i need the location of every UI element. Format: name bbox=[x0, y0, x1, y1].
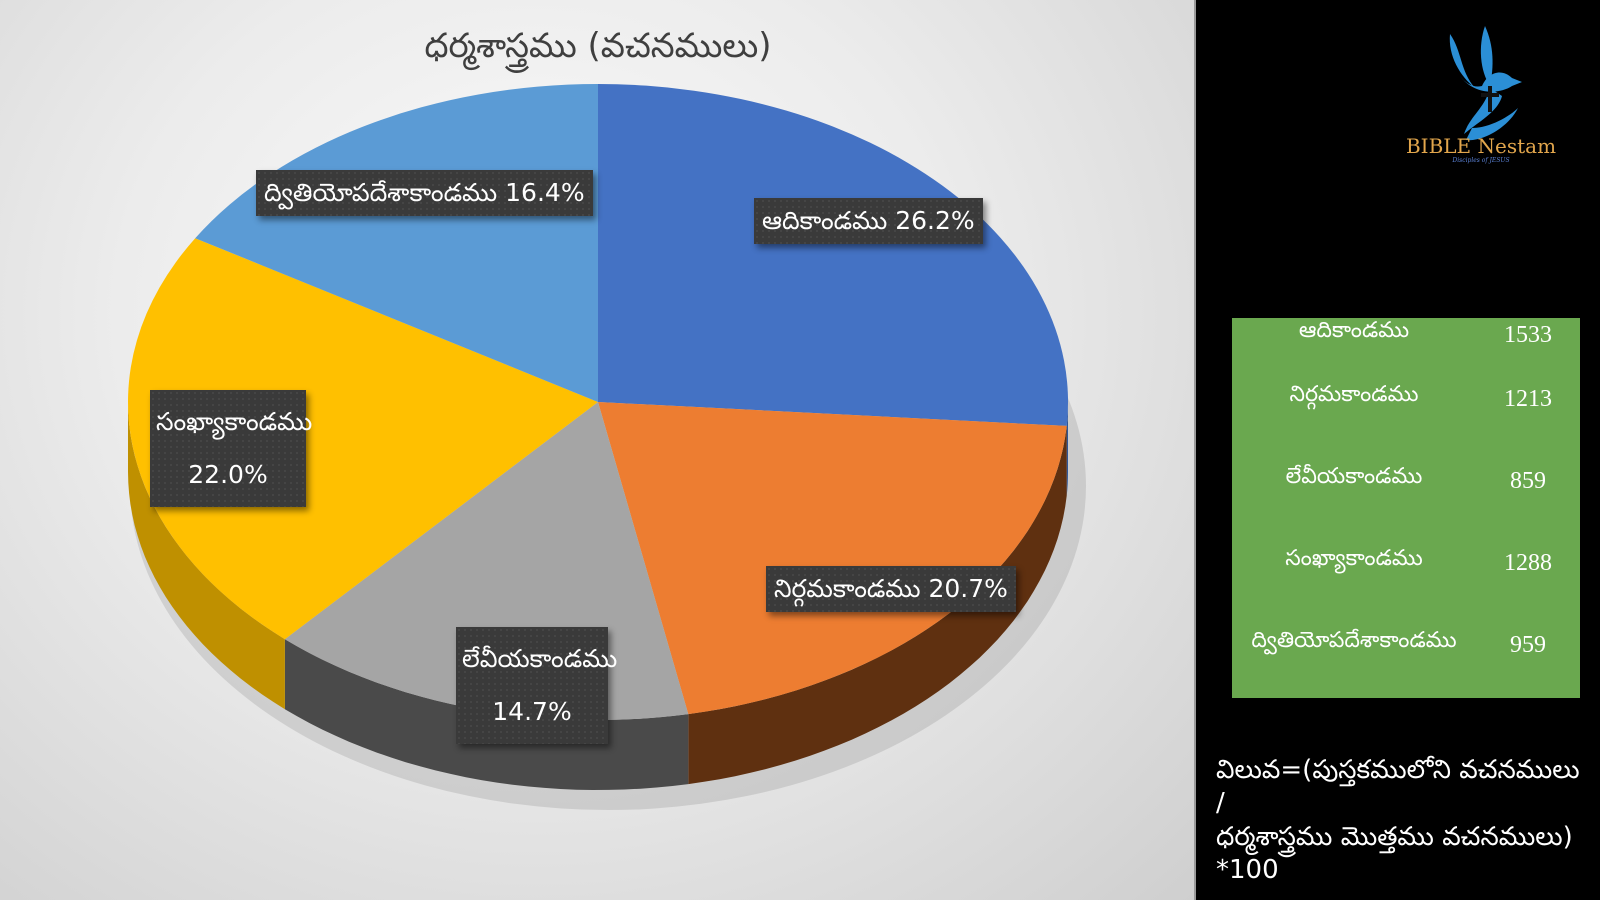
pie-side-1 bbox=[688, 425, 1067, 785]
table-row: ఆదికాండము 1533 bbox=[1232, 318, 1580, 358]
verse-count: 959 bbox=[1510, 632, 1546, 658]
formula-line-2: ధర్మశాస్త్రము మొత్తము వచనములు) bbox=[1216, 821, 1573, 852]
dove-hand-cross-logo-icon bbox=[1449, 26, 1522, 141]
data-label-deuteronomy: ద్వితియోపదేశాకాండము 16.4% bbox=[256, 170, 593, 216]
book-name: ఆదికాండము bbox=[1298, 318, 1410, 343]
formula-note: విలువ=(పుస్తకములోని వచనములు / ధర్మశాస్త్… bbox=[1216, 754, 1596, 887]
formula-line-3: *100 bbox=[1216, 854, 1279, 885]
pie-chart-3d bbox=[128, 84, 1069, 790]
table-row: ద్వితియోపదేశాకాండము 959 bbox=[1232, 628, 1580, 668]
logo-title: BIBLE Nestam bbox=[1405, 134, 1557, 158]
pie-slice-4 bbox=[195, 84, 598, 402]
pie-slice-0 bbox=[598, 84, 1069, 426]
book-name: లేవీయకాండము bbox=[1285, 464, 1423, 489]
table-row: సంఖ్యాకాండము 1288 bbox=[1232, 546, 1580, 586]
data-label-numbers: సంఖ్యాకాండము 22.0% bbox=[150, 390, 312, 507]
book-name: నిర్గమకాండము bbox=[1289, 382, 1419, 407]
data-label-exodus: నిర్గమకాండము 20.7% bbox=[766, 566, 1016, 612]
chart-panel: ధర్మశాస్త్రము (వచనములు) ఆదికాండము 26.2% … bbox=[0, 0, 1196, 900]
pie-slice-1 bbox=[598, 402, 1067, 715]
data-label-leviticus: లేవీయకాండము 14.7% bbox=[456, 627, 617, 744]
verse-count: 859 bbox=[1510, 468, 1546, 494]
table-row: లేవీయకాండము 859 bbox=[1232, 464, 1580, 504]
pie-side-0 bbox=[1066, 402, 1068, 496]
table-row: నిర్గమకాండము 1213 bbox=[1232, 382, 1580, 422]
verse-count: 1533 bbox=[1504, 322, 1552, 348]
data-label-genesis: ఆదికాండము 26.2% bbox=[754, 198, 983, 244]
book-name: ద్వితియోపదేశాకాండము bbox=[1251, 628, 1457, 653]
verse-count: 1288 bbox=[1504, 550, 1552, 576]
pie-side-3 bbox=[128, 402, 285, 710]
verse-count: 1213 bbox=[1504, 386, 1552, 412]
chart-title: ధర్మశాస్త్రము (వచనములు) bbox=[424, 26, 772, 66]
verse-count-table: ఆదికాండము 1533 నిర్గమకాండము 1213 లేవీయకా… bbox=[1232, 318, 1580, 698]
pie-slice-3 bbox=[128, 238, 598, 640]
logo-subtitle: Disciples of JESUS bbox=[1452, 157, 1510, 164]
book-name: సంఖ్యాకాండము bbox=[1285, 546, 1423, 571]
formula-line-1: విలువ=(పుస్తకములోని వచనములు / bbox=[1216, 755, 1580, 819]
